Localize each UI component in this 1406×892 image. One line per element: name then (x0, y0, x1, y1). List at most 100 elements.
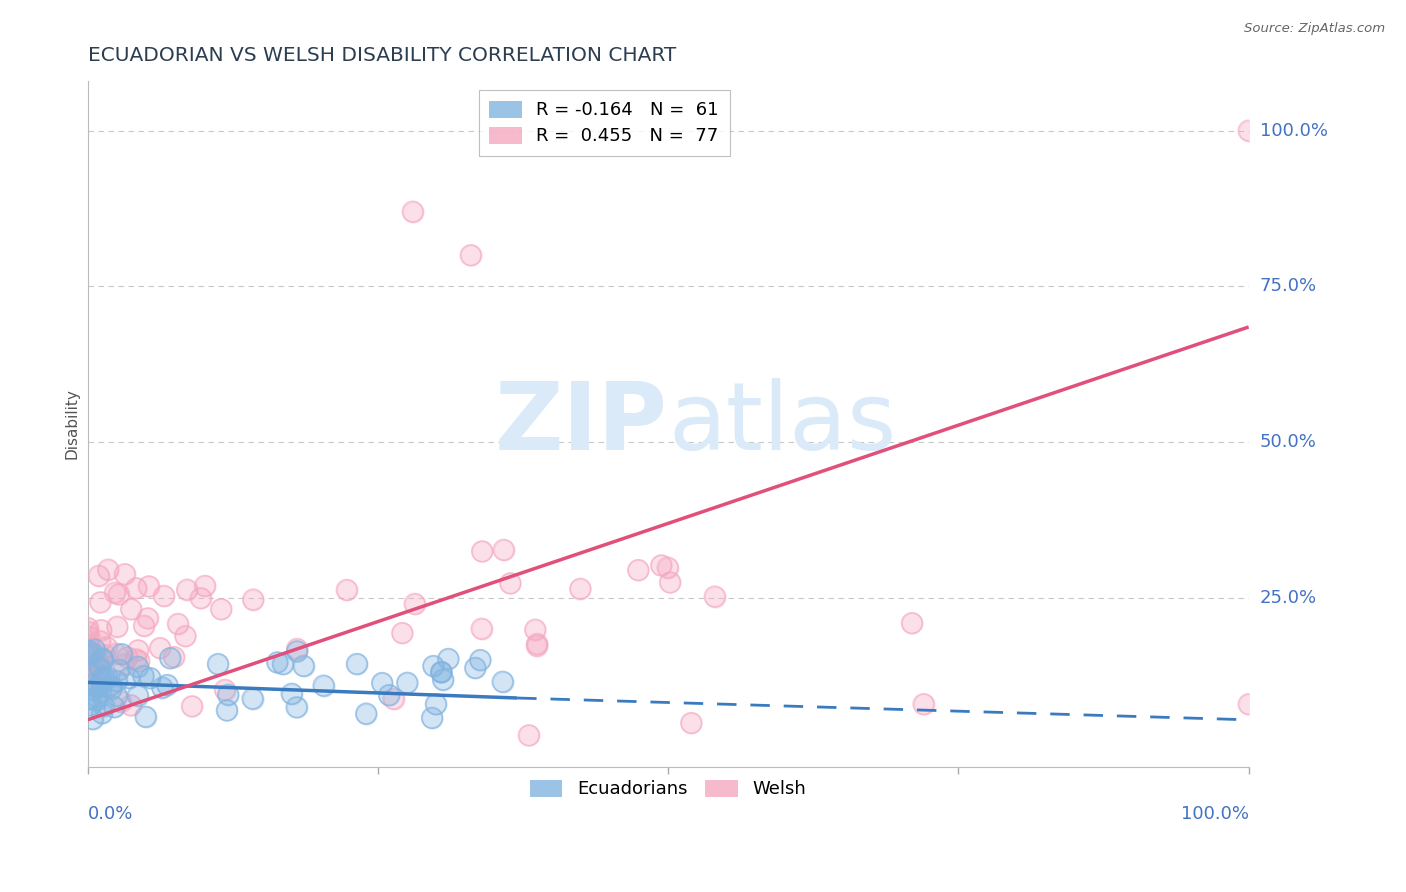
Text: atlas: atlas (668, 377, 897, 469)
Point (312, 679, 335, 693)
Point (89, 595, 111, 609)
Point (82, 678, 104, 692)
Point (127, 659, 149, 673)
Point (112, 657, 135, 672)
Point (401, 204, 423, 219)
Point (120, 602, 142, 616)
Point (657, 560, 679, 574)
Point (524, 623, 547, 637)
Point (82, 678, 104, 692)
Point (285, 700, 308, 714)
Point (90, 676, 112, 690)
Point (391, 626, 413, 640)
Point (292, 659, 315, 673)
Point (87, 656, 110, 670)
Point (354, 706, 377, 721)
Text: ZIP: ZIP (495, 377, 668, 469)
Point (84, 657, 107, 672)
Point (491, 674, 513, 689)
Point (703, 590, 725, 604)
Point (215, 703, 238, 717)
Point (242, 592, 264, 607)
Point (125, 582, 148, 596)
Point (271, 657, 294, 671)
Point (1237, 698, 1260, 712)
Point (110, 695, 132, 709)
Point (125, 652, 148, 666)
Point (84, 666, 107, 681)
Point (90, 623, 112, 637)
Point (87, 656, 110, 670)
Point (77, 691, 100, 706)
Point (1237, 123, 1260, 137)
Point (86, 692, 108, 706)
Point (86, 690, 108, 704)
Point (76, 649, 98, 664)
Point (97, 563, 120, 577)
Point (471, 544, 494, 558)
Point (371, 676, 394, 690)
Point (396, 675, 419, 690)
Point (77, 661, 100, 675)
Point (139, 671, 162, 685)
Point (105, 673, 128, 688)
Point (89, 662, 111, 676)
Point (120, 698, 142, 713)
Point (156, 678, 179, 692)
Point (97, 563, 120, 577)
Point (127, 659, 149, 673)
Point (120, 698, 142, 713)
Point (517, 728, 540, 742)
Point (128, 654, 150, 668)
Text: 25.0%: 25.0% (1260, 590, 1317, 607)
Point (517, 728, 540, 742)
Point (912, 698, 935, 712)
Point (127, 689, 149, 703)
Point (79, 698, 101, 713)
Point (153, 589, 176, 603)
Point (217, 688, 239, 702)
Point (127, 689, 149, 703)
Point (132, 619, 155, 633)
Point (214, 682, 236, 697)
Point (471, 544, 494, 558)
Point (77, 648, 100, 662)
Point (396, 675, 419, 690)
Point (100, 678, 122, 692)
Point (194, 579, 217, 593)
Point (280, 687, 302, 701)
Point (76, 624, 98, 639)
Point (703, 590, 725, 604)
Point (79, 630, 101, 644)
Point (76, 649, 98, 664)
Point (432, 673, 454, 687)
Point (87, 569, 110, 583)
Point (108, 663, 131, 677)
Point (77, 674, 100, 689)
Point (139, 671, 162, 685)
Point (82, 712, 104, 726)
Point (285, 700, 308, 714)
Point (136, 611, 159, 625)
Point (266, 656, 288, 670)
Point (91, 706, 114, 721)
Point (110, 647, 132, 661)
Point (524, 623, 547, 637)
Point (105, 673, 128, 688)
Text: 100.0%: 100.0% (1181, 805, 1249, 823)
Point (492, 542, 515, 557)
Point (83, 652, 105, 666)
Point (86, 692, 108, 706)
Point (470, 653, 492, 667)
Point (371, 676, 394, 690)
Point (89, 595, 111, 609)
Point (336, 582, 359, 597)
Point (96, 670, 118, 684)
Point (105, 689, 128, 703)
Point (285, 641, 308, 656)
Point (1237, 123, 1260, 137)
Point (132, 669, 155, 683)
Point (242, 592, 264, 607)
Point (135, 709, 157, 723)
Point (292, 659, 315, 673)
